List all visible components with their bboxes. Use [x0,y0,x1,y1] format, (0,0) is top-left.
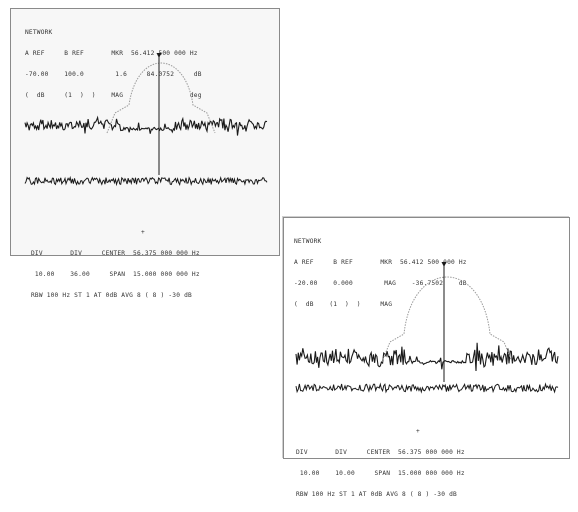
screen-b-trace-plot [295,262,559,394]
screen-a-rbw: RBW 100 Hz ST 1 AT 0dB AVG 8 ( 8 ) -30 d… [31,292,192,299]
marker-triangle [156,53,162,58]
screen-b-rbw: RBW 100 Hz ST 1 AT 0dB AVG 8 ( 8 ) -30 d… [296,491,457,498]
screen-b-ref-labels: A REF B REF MKR 56.412 500 000 Hz [294,259,467,266]
screen-a-trace-plot [24,53,268,187]
screen-b-div-center: DIV DIV CENTER 56.375 000 000 Hz [296,449,465,456]
screen-b-center-mark: + [416,428,420,435]
screen-b-units: ( dB (1 ) ) MAG [294,301,393,308]
screen-a-div-span: 10.00 36.00 SPAN 15.000 000 000 Hz [31,271,200,278]
screen-a-units: ( dB (1 ) ) MAG deg [25,92,202,99]
screen-b-title: NETWORK [294,238,322,245]
screen-a-center-mark: + [141,229,145,236]
screen-a-ref-values: -70.00 100.0 1.6 84.0752 dB [25,71,202,78]
passband-curve [381,276,513,363]
noise-floor-trace [295,382,559,394]
marker-triangle [441,262,447,267]
screen-b-div-span: 10.00 10.00 SPAN 15.000 000 000 Hz [296,470,465,477]
passband-curve [106,62,216,134]
screen-a-div-center: DIV DIV CENTER 56.375 000 000 Hz [31,250,200,257]
response-trace [295,342,559,372]
screen-a-footer: + DIV DIV CENTER 56.375 000 000 Hz 10.00… [31,215,200,313]
analyzer-screen-upper: NETWORK A REF B REF MKR 56.412 500 000 H… [10,8,280,299]
screen-a-ref-labels: A REF B REF MKR 56.412 500 000 Hz [25,50,198,57]
response-trace [24,115,268,136]
analyzer-screen-lower: NETWORK A REF B REF MKR 56.412 500 000 H… [283,217,570,498]
noise-floor-trace [24,175,268,187]
screen-a-title: NETWORK [25,29,53,36]
screen-b-footer: + DIV DIV CENTER 56.375 000 000 Hz 10.00… [296,414,465,512]
screen-a-header: NETWORK A REF B REF MKR 56.412 500 000 H… [25,15,202,113]
